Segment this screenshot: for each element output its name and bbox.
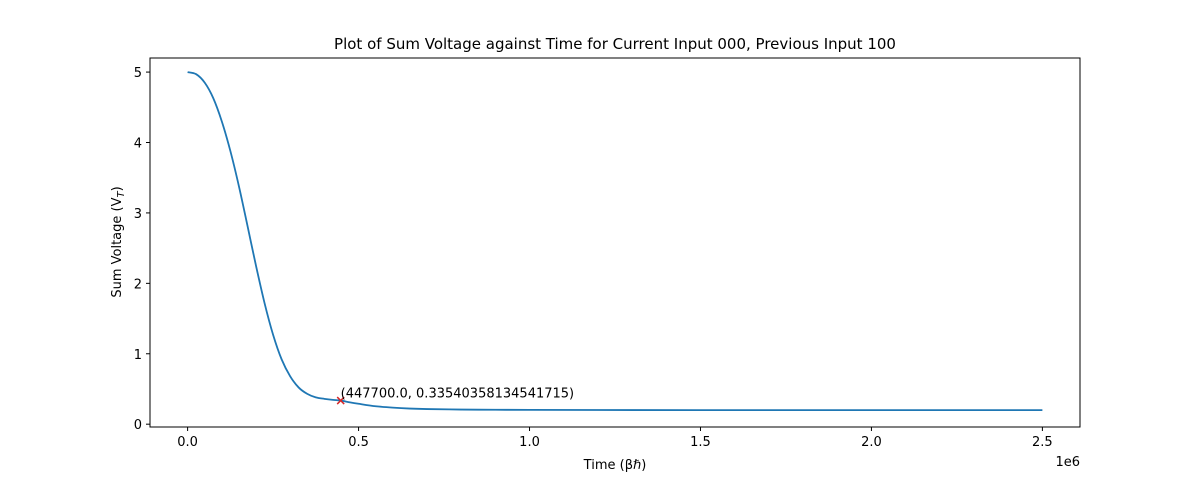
series-line — [187, 71, 1043, 412]
y-tick-label: 2 — [134, 277, 142, 292]
plot-area — [149, 57, 1081, 428]
x-tick-label: 1.0 — [519, 435, 540, 450]
y-tick-label: 1 — [134, 348, 142, 363]
x-tick-label: 1.5 — [690, 435, 711, 450]
y-tick-label: 5 — [134, 66, 142, 81]
y-axis-label-main: Sum Voltage (V — [110, 197, 125, 297]
x-tick-label: 0.0 — [177, 435, 198, 450]
x-axis: 0.0 0.5 1.0 1.5 2.0 2.5 — [177, 427, 1053, 450]
x-tick-label: 2.0 — [861, 435, 882, 450]
series-layer — [187, 71, 1043, 412]
annotation-layer: (447700.0, 0.33540358134541715) — [336, 387, 574, 405]
x-axis-label: Time (βℏ) — [583, 458, 647, 473]
y-axis-label-close: ) — [110, 186, 125, 191]
annotation-label: (447700.0, 0.33540358134541715) — [341, 387, 574, 402]
y-axis: 0 1 2 3 4 5 — [134, 66, 150, 433]
x-axis-offset-label: 1e6 — [1055, 455, 1080, 470]
y-tick-label: 0 — [134, 418, 142, 433]
annotation-marker — [336, 396, 345, 405]
y-axis-label-subscript: T — [116, 191, 127, 198]
x-tick-label: 0.5 — [348, 435, 369, 450]
x-tick-label: 2.5 — [1032, 435, 1053, 450]
y-tick-label: 4 — [134, 137, 142, 152]
y-axis-label: Sum Voltage (VT) — [110, 186, 127, 297]
y-tick-label: 3 — [134, 207, 142, 222]
chart-title: Plot of Sum Voltage against Time for Cur… — [334, 35, 896, 53]
